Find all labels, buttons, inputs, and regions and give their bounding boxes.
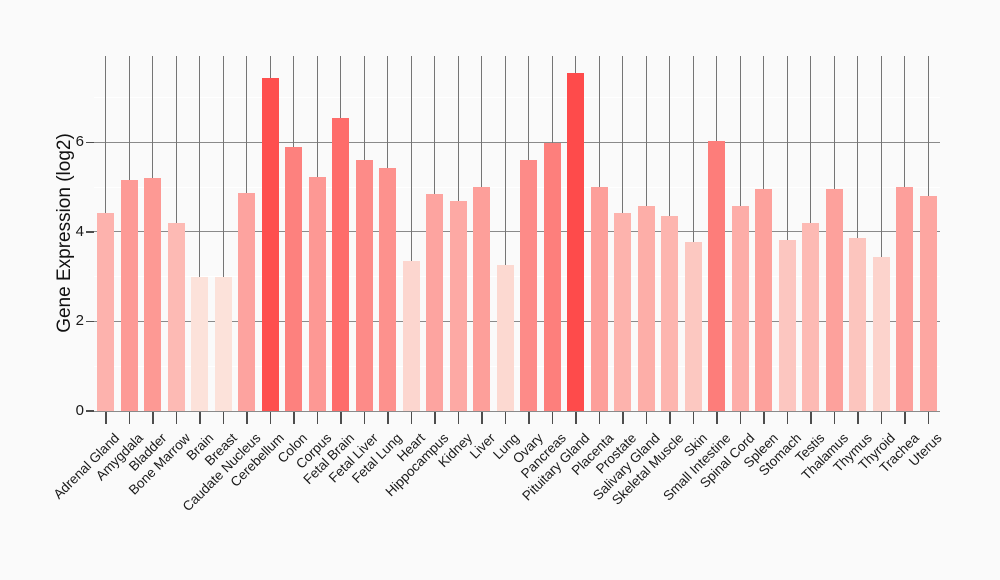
gridline-x-skin xyxy=(692,56,694,411)
bar-salivary-gland xyxy=(637,206,655,411)
y-tick-0 xyxy=(86,410,94,412)
gridline-minor-y3 xyxy=(94,276,940,278)
bar-caudate-nucleus xyxy=(238,192,256,411)
x-tick-caudate-nucleus xyxy=(246,411,248,424)
x-tick-skeletal-muscle xyxy=(669,411,671,424)
bar-ovary xyxy=(520,160,538,411)
gridline-x-breast xyxy=(222,56,224,411)
x-tick-brain xyxy=(199,411,201,424)
x-tick-fetal-liver xyxy=(363,411,365,424)
x-tick-hippocampus xyxy=(434,411,436,424)
bar-adrenal-gland xyxy=(97,212,115,411)
x-tick-skin xyxy=(692,411,694,424)
x-tick-testis xyxy=(810,411,812,424)
x-tick-cerebellum xyxy=(269,411,271,424)
plot-area xyxy=(94,56,940,411)
x-tick-corpus xyxy=(316,411,318,424)
gridline-major-y6 xyxy=(94,141,940,143)
x-tick-pituitary-gland xyxy=(575,411,577,424)
bar-thyroid xyxy=(872,257,890,411)
bar-cerebellum xyxy=(261,78,279,411)
x-tick-stomach xyxy=(786,411,788,424)
x-tick-colon xyxy=(293,411,295,424)
x-tick-placenta xyxy=(598,411,600,424)
bar-pancreas xyxy=(543,143,561,411)
gridline-x-brain xyxy=(199,56,201,411)
bar-thalamus xyxy=(825,188,843,411)
x-tick-prostate xyxy=(622,411,624,424)
x-tick-fetal-lung xyxy=(387,411,389,424)
gridline-major-y2 xyxy=(94,320,940,322)
bar-testis xyxy=(802,222,820,411)
x-axis-line xyxy=(94,410,940,412)
gridline-x-thymus xyxy=(857,56,859,411)
bar-heart xyxy=(402,261,420,411)
bar-kidney xyxy=(449,200,467,411)
bar-liver xyxy=(473,186,491,411)
bar-breast xyxy=(214,277,232,411)
x-tick-trachea xyxy=(904,411,906,424)
gridline-x-stomach xyxy=(786,56,788,411)
gridline-x-thyroid xyxy=(880,56,882,411)
x-tick-spleen xyxy=(763,411,765,424)
x-tick-thymus xyxy=(857,411,859,424)
bar-corpus xyxy=(308,176,326,411)
x-tick-fetal-brain xyxy=(340,411,342,424)
x-tick-thyroid xyxy=(880,411,882,424)
y-tick-2 xyxy=(86,320,94,323)
gridline-x-heart xyxy=(410,56,412,411)
bar-colon xyxy=(285,146,303,411)
x-tick-bone-marrow xyxy=(175,411,177,424)
y-axis-title: Gene Expression (log2) xyxy=(54,133,75,333)
bar-stomach xyxy=(778,239,796,411)
bar-skin xyxy=(684,241,702,411)
bar-amygdala xyxy=(120,180,138,411)
bar-fetal-liver xyxy=(355,159,373,411)
bar-spleen xyxy=(755,188,773,411)
x-tick-spinal-cord xyxy=(739,411,741,424)
x-tick-kidney xyxy=(457,411,459,424)
bar-fetal-brain xyxy=(332,118,350,411)
bar-bone-marrow xyxy=(167,223,185,411)
gridline-minor-y5 xyxy=(94,186,940,188)
x-tick-thalamus xyxy=(833,411,835,424)
x-tick-liver xyxy=(481,411,483,424)
bar-uterus xyxy=(919,195,937,411)
bar-spinal-cord xyxy=(731,205,749,411)
x-tick-amygdala xyxy=(128,411,130,424)
x-tick-lung xyxy=(504,411,506,424)
x-tick-uterus xyxy=(927,411,929,424)
x-tick-salivary-gland xyxy=(645,411,647,424)
y-tick-4 xyxy=(86,231,94,233)
x-tick-small-intestine xyxy=(716,411,718,424)
y-tick-label-4: 4 xyxy=(75,223,84,241)
gridline-minor-y7 xyxy=(94,97,940,99)
x-tick-ovary xyxy=(528,411,530,424)
bar-skeletal-muscle xyxy=(661,215,679,411)
x-tick-adrenal-gland xyxy=(105,411,107,424)
bar-trachea xyxy=(896,187,914,411)
bar-prostate xyxy=(614,213,632,411)
bar-small-intestine xyxy=(708,140,726,411)
x-tick-heart xyxy=(410,411,412,424)
bar-bladder xyxy=(144,178,162,411)
gridline-major-y4 xyxy=(94,231,940,233)
y-tick-label-6: 6 xyxy=(75,133,84,151)
x-tick-bladder xyxy=(152,411,154,424)
bar-placenta xyxy=(590,186,608,411)
gridline-x-lung xyxy=(504,56,506,411)
y-tick-label-0: 0 xyxy=(75,402,84,420)
bar-fetal-lung xyxy=(379,167,397,411)
y-tick-label-2: 2 xyxy=(75,312,84,330)
bar-hippocampus xyxy=(426,193,444,411)
x-tick-pancreas xyxy=(551,411,553,424)
y-tick-6 xyxy=(86,141,94,144)
bar-lung xyxy=(496,264,514,411)
bar-pituitary-gland xyxy=(567,73,585,411)
gridline-minor-y1 xyxy=(94,365,940,367)
x-tick-breast xyxy=(222,411,224,424)
bar-brain xyxy=(191,276,209,411)
bar-thymus xyxy=(849,237,867,411)
